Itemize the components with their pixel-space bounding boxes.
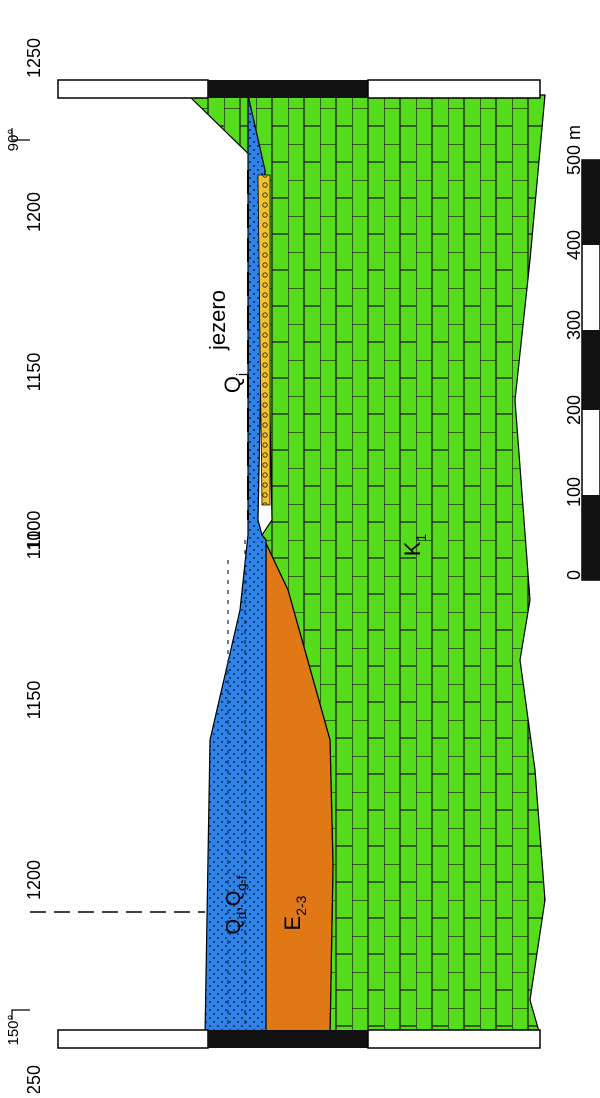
qd-label-main: Q	[223, 919, 245, 935]
k1-label-sub: 1	[413, 534, 429, 542]
qd-qgf-label: Qd,Qg-f	[223, 875, 249, 934]
k1-label: K1	[400, 534, 429, 557]
elevation-tick: 1200	[24, 860, 44, 900]
qj-label: Qj	[220, 373, 249, 393]
scale-bar: 0 100 200 300 400 500 m	[564, 125, 600, 581]
left-elevation-column	[57, 79, 541, 99]
elevation-tick: 1150	[24, 353, 44, 392]
qgf-label-main: ,Q	[223, 891, 245, 912]
k1-label-main: K	[400, 541, 425, 556]
scale-tick: 500 m	[564, 125, 584, 175]
scale-tick: 100	[564, 477, 584, 507]
qj-label-sub: j	[233, 373, 249, 377]
elevation-tick: 1100	[24, 511, 44, 550]
e23-label-sub: 2-3	[293, 895, 309, 915]
scale-tick: 300	[564, 310, 584, 340]
e23-label: E2-3	[280, 895, 309, 930]
svg-text:Qj: Qj	[220, 373, 249, 393]
bearing-right: 150°	[5, 911, 205, 1046]
elevation-ticks-right: 1250 1200 1150 1100	[24, 511, 44, 1098]
elevation-tick: 1250	[24, 38, 44, 78]
elevation-tick: 1100	[24, 521, 44, 560]
bearing-left: 90°	[5, 128, 30, 151]
qd-label-sub: d	[234, 912, 249, 919]
elevation-ticks-left: 1250 1200 1150 1100	[24, 38, 44, 559]
bearing-label-right: 150°	[5, 1014, 22, 1045]
k1-unit	[186, 94, 546, 1036]
svg-text:E2-3: E2-3	[280, 895, 309, 930]
svg-text:Qd,Qg-f: Qd,Qg-f	[223, 875, 249, 934]
scale-ticks: 0 100 200 300 400 500 m	[564, 125, 584, 580]
elevation-tick: 1250	[24, 1065, 44, 1093]
elevation-tick: 1200	[24, 192, 44, 232]
elevation-tick: 1150	[24, 681, 44, 720]
scale-tick: 400	[564, 230, 584, 260]
qj-unit	[257, 174, 271, 506]
lake-label: jezero	[205, 290, 230, 351]
right-elevation-column	[57, 1029, 541, 1049]
qgf-label-sub: g-f	[234, 875, 249, 891]
svg-text:K1: K1	[400, 534, 429, 557]
e23-label-main: E	[280, 916, 305, 931]
scale-tick: 0	[564, 570, 584, 580]
scale-tick: 200	[564, 395, 584, 425]
qj-label-main: Q	[220, 376, 245, 393]
